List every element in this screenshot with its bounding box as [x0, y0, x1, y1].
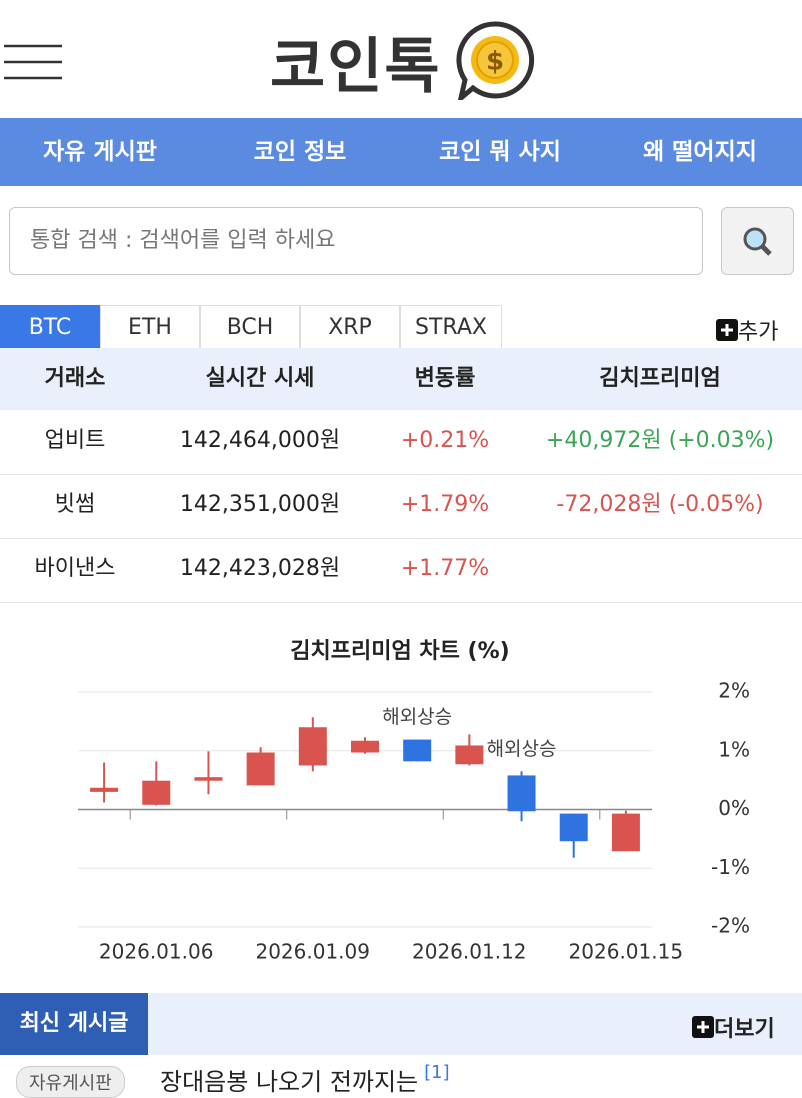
price: 142,423,028원	[179, 556, 341, 581]
exchange: 바이낸스	[34, 556, 116, 581]
search-input[interactable]: 통합 검색 : 검색어를 입력 하세요	[9, 207, 703, 275]
table-row: 빗썸 142,351,000원 +1.79% -72,028원 (-0.05%)	[0, 474, 802, 539]
candle-body	[90, 787, 119, 792]
add-label: 추가	[738, 320, 779, 345]
annotation: 해외상승	[487, 738, 557, 760]
x-tick-label: 2026.01.06	[99, 940, 214, 964]
add-button[interactable]: 추가	[716, 314, 778, 346]
search-button[interactable]	[721, 207, 794, 275]
chart-title: 김치프리미엄 차트 (%)	[290, 639, 509, 664]
search-icon	[743, 227, 772, 256]
y-tick-label: -1%	[711, 855, 750, 879]
y-tick-label: 0%	[718, 796, 750, 820]
change: +1.77%	[400, 556, 490, 581]
posts-header: 최신 게시글 더보기	[0, 993, 802, 1055]
price: 142,464,000원	[179, 428, 341, 453]
y-tick-label: 1%	[718, 737, 750, 761]
premium: -72,028원 (-0.05%)	[556, 492, 764, 517]
plus-icon	[716, 319, 738, 341]
tab[interactable]: STRAX	[400, 305, 502, 348]
change: +1.79%	[400, 492, 490, 517]
post-comments: [1]	[424, 1062, 450, 1083]
candle-body	[455, 745, 484, 765]
logo-text[interactable]: 코인톡	[270, 32, 442, 102]
exchange: 업비트	[44, 428, 106, 453]
header-cell: 거래소	[44, 366, 106, 391]
candle-body	[298, 727, 327, 766]
logo-icon: $	[456, 21, 535, 100]
nav-item[interactable]: 코인 정보	[253, 139, 347, 165]
candle-body	[507, 775, 536, 812]
header-cell: 실시간 시세	[205, 366, 315, 391]
nav-bar: 자유 게시판 코인 정보 코인 뭐 사지 왜 떨어지지	[0, 118, 802, 186]
svg-text:$: $	[486, 47, 504, 77]
candle-body	[559, 813, 588, 842]
chart: 김치프리미엄 차트 (%) 2% 1% 0% -1% -2% 2026.01.06 2026…	[78, 639, 750, 964]
candle-body	[351, 740, 379, 753]
y-tick-label: 2%	[718, 679, 750, 703]
candle-body	[611, 813, 640, 852]
nav-item[interactable]: 코인 뭐 사지	[439, 139, 561, 165]
table-row: 업비트 142,464,000원 +0.21% +40,972원 (+0.03%…	[0, 410, 802, 475]
search-placeholder: 통합 검색 : 검색어를 입력 하세요	[30, 228, 336, 253]
annotation: 해외상승	[382, 706, 452, 728]
premium: +40,972원 (+0.03%)	[545, 428, 775, 453]
y-tick-label: -2%	[711, 914, 750, 938]
x-tick-label: 2026.01.09	[255, 940, 370, 964]
header-cell: 김치프리미엄	[599, 366, 721, 391]
nav-item[interactable]: 왜 떨어지지	[643, 139, 757, 165]
x-tick-label: 2026.01.15	[569, 940, 684, 964]
tab[interactable]: BCH	[200, 305, 300, 348]
candle-body	[246, 752, 275, 786]
candle-body	[403, 739, 432, 762]
table-header: 거래소 실시간 시세 변동률 김치프리미엄	[0, 348, 802, 410]
tab[interactable]: BTC	[0, 305, 100, 348]
exchange: 빗썸	[54, 492, 96, 517]
menu-button[interactable]	[0, 40, 70, 84]
more-label: 더보기	[714, 1017, 775, 1042]
candle-body	[194, 777, 223, 781]
plus-icon	[692, 1016, 714, 1038]
posts-title: 최신 게시글	[0, 993, 148, 1055]
header: 코인톡 $	[0, 0, 802, 118]
header-cell: 변동률	[414, 366, 476, 391]
change: +0.21%	[400, 428, 490, 453]
post-board: 자유게시판	[16, 1066, 125, 1098]
candle-body	[142, 780, 171, 805]
table-row: 바이낸스 142,423,028원 +1.77%	[0, 538, 802, 603]
x-tick-label: 2026.01.12	[412, 940, 527, 964]
tab[interactable]: ETH	[100, 305, 200, 348]
more-button[interactable]: 더보기	[692, 1011, 775, 1043]
nav-item[interactable]: 자유 게시판	[43, 139, 157, 165]
price: 142,351,000원	[179, 492, 341, 517]
tab[interactable]: XRP	[300, 305, 400, 348]
